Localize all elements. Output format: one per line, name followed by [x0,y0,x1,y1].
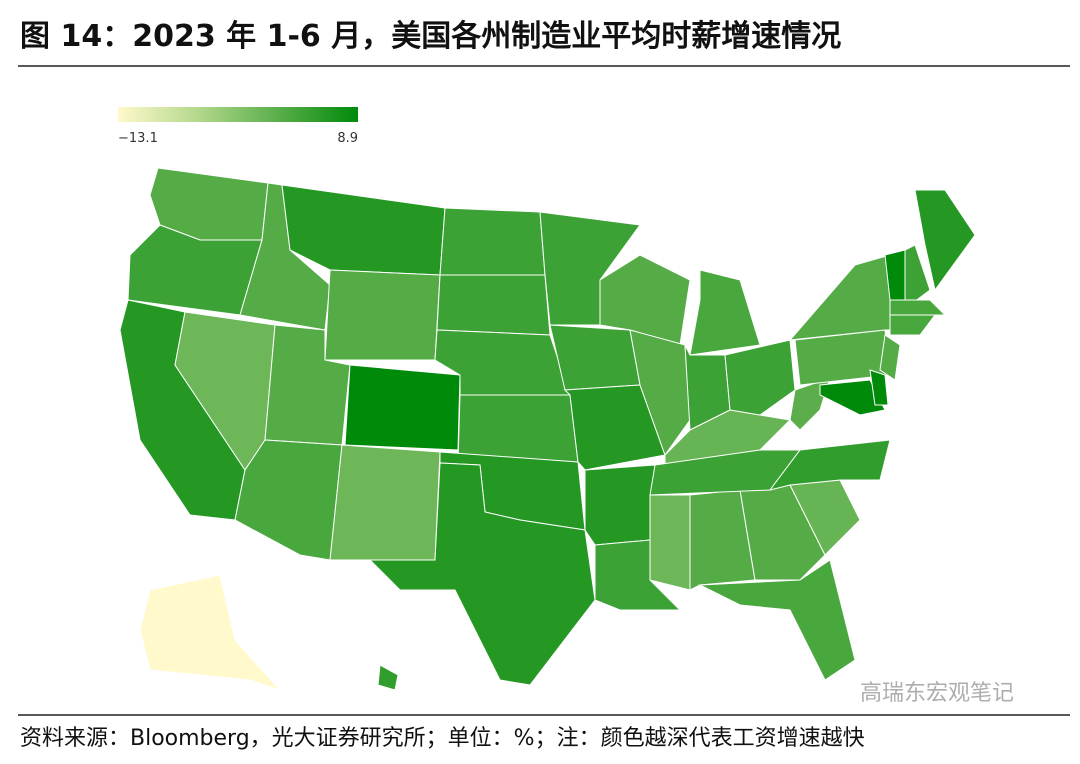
region [889,299,947,316]
region [324,269,441,361]
legend-scale [118,107,358,122]
region [904,244,931,306]
region [439,207,546,276]
region [698,559,856,681]
watermark: 高瑞东宏观笔记 [860,681,1014,706]
region [329,444,441,561]
region [139,574,282,692]
source: 资料来源：Bloomberg，光大证券研究所；单位：%；注：颜色越深代表工资增速… [20,726,865,751]
region [549,324,641,391]
region [584,464,656,546]
legend-max: 8.9 [337,131,358,146]
region [869,369,889,406]
region [914,189,976,292]
map [119,167,976,692]
region [879,334,901,381]
region [436,274,551,336]
region [788,254,901,341]
title: 图 14：2023 年 1-6 月，美国各州制造业平均时薪增速情况 [20,19,841,54]
region [689,269,761,356]
region [281,184,446,276]
region [377,664,399,691]
region [457,394,579,463]
region [889,314,936,336]
legend-min: −13.1 [118,131,158,146]
region [768,439,891,491]
region [724,339,796,416]
region [629,329,691,457]
region [819,379,886,416]
region [649,494,691,591]
region [344,364,461,451]
